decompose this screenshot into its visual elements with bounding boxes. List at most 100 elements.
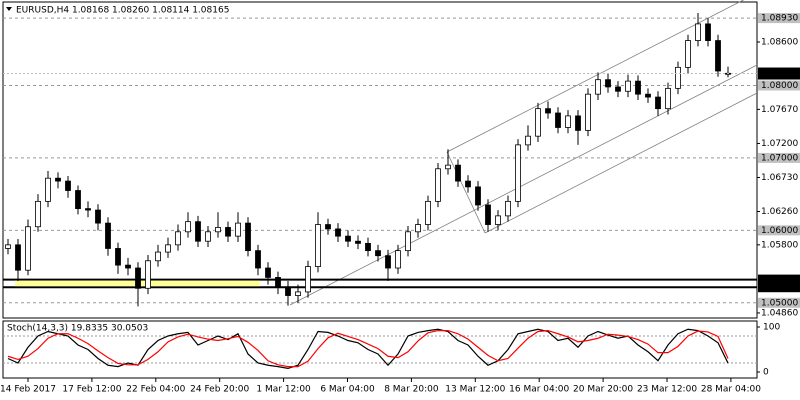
candle-body — [585, 93, 591, 131]
candle-body — [285, 286, 291, 296]
last-price-box — [758, 67, 800, 80]
candle-body — [485, 204, 491, 225]
x-tick-label: 24 Feb 20:00 — [190, 385, 249, 395]
candle-body — [545, 108, 551, 114]
channel-lower — [484, 92, 758, 234]
candle-body — [155, 251, 161, 262]
candle-body — [305, 266, 311, 293]
candle-body — [75, 190, 81, 210]
menu-arrow — [6, 7, 12, 11]
candle-body — [695, 23, 701, 41]
candle-body — [625, 80, 631, 92]
level-label: 1.06000 — [761, 226, 798, 236]
candle-body — [345, 235, 351, 242]
y-tick-label: 1.08600 — [761, 38, 798, 48]
candle-body — [65, 180, 71, 191]
candle-body — [685, 40, 691, 68]
channel-handle — [446, 151, 486, 234]
candle-body — [125, 264, 131, 269]
y-tick-label: 1.04860 — [761, 308, 798, 318]
candle-body — [565, 115, 571, 128]
x-tick-label: 23 Mar 12:00 — [637, 385, 697, 395]
candle-body — [165, 244, 171, 253]
level-label: 1.07000 — [761, 153, 798, 163]
candle-body — [475, 186, 481, 206]
candle-body — [555, 112, 561, 128]
level-label: 1.08930 — [761, 14, 798, 24]
candle-body — [245, 222, 251, 252]
level-label-box — [758, 282, 800, 293]
last-price-label: 1.08165 — [761, 69, 798, 79]
x-tick-label: 28 Mar 04:00 — [701, 385, 761, 395]
candle-body — [175, 231, 181, 246]
candle-body — [665, 87, 671, 110]
level-label: 1.05320 — [761, 275, 798, 285]
candle-body — [645, 93, 651, 98]
y-tick-label: 1.05800 — [761, 240, 798, 250]
chart-title: EURUSD,H4 1.08168 1.08260 1.08114 1.0816… — [16, 6, 229, 16]
candle-body — [215, 227, 221, 233]
stoch-panel-frame — [2, 320, 758, 379]
level-label-box — [758, 274, 800, 285]
candle-body — [535, 108, 541, 137]
candle-body — [395, 250, 401, 269]
candle-body — [455, 164, 461, 182]
candle-body — [205, 231, 211, 242]
candle-body — [635, 80, 641, 95]
stoch-y-tick-label: 100 — [763, 323, 780, 333]
y-tick-label: 1.07200 — [761, 139, 798, 149]
candle-body — [55, 177, 61, 182]
x-tick-label: 17 Feb 12:00 — [62, 385, 121, 395]
candle-body — [115, 248, 121, 266]
candle-body — [615, 86, 621, 92]
candle-body — [95, 209, 101, 224]
candle-body — [525, 135, 531, 146]
candle-body — [375, 250, 381, 257]
candle-body — [235, 222, 241, 237]
x-tick-label: 14 Feb 2017 — [0, 385, 56, 395]
x-tick-label: 13 Mar 12:00 — [445, 385, 505, 395]
level-label: 1.08000 — [761, 81, 798, 91]
x-tick-label: 20 Mar 20:00 — [573, 385, 633, 395]
candle-body — [295, 291, 301, 296]
candle-body — [35, 200, 41, 228]
candle-body — [335, 228, 341, 237]
candle-body — [415, 224, 421, 233]
candle-body — [185, 221, 191, 233]
candle-body — [405, 231, 411, 252]
y-tick-label: 1.07670 — [761, 105, 798, 115]
candle-body — [505, 200, 511, 217]
stoch-title: Stoch(14,3,3) 19.8335 30.0503 — [7, 324, 148, 334]
level-label-box — [758, 225, 800, 236]
y-tick-label: 1.06730 — [761, 173, 798, 183]
candle-body — [715, 40, 721, 72]
candle-body — [435, 168, 441, 202]
candle-body — [135, 267, 141, 289]
candle-body — [705, 23, 711, 41]
stoch-line — [7, 328, 729, 370]
x-tick-label: 22 Feb 04:00 — [126, 385, 185, 395]
candle-body — [365, 242, 371, 252]
candle-body — [275, 277, 281, 288]
candle-body — [515, 144, 521, 202]
candle-body — [605, 79, 611, 88]
candle-body — [355, 240, 361, 244]
channel-upper — [446, 0, 745, 153]
channel-middle — [289, 64, 758, 306]
candle-body — [15, 244, 21, 271]
stoch-line — [7, 329, 729, 368]
main-panel-frame — [2, 1, 758, 319]
level-label: 1.05000 — [761, 298, 798, 308]
level-label-box — [758, 13, 800, 24]
candle-body — [25, 226, 31, 271]
candle-body — [325, 224, 331, 230]
x-tick-label: 6 Mar 04:00 — [320, 385, 375, 395]
level-label-box — [758, 297, 800, 308]
y-tick-label: 1.06260 — [761, 207, 798, 217]
candle-body — [425, 200, 431, 225]
level-label-box — [758, 152, 800, 163]
x-tick-label: 1 Mar 12:00 — [256, 385, 311, 395]
